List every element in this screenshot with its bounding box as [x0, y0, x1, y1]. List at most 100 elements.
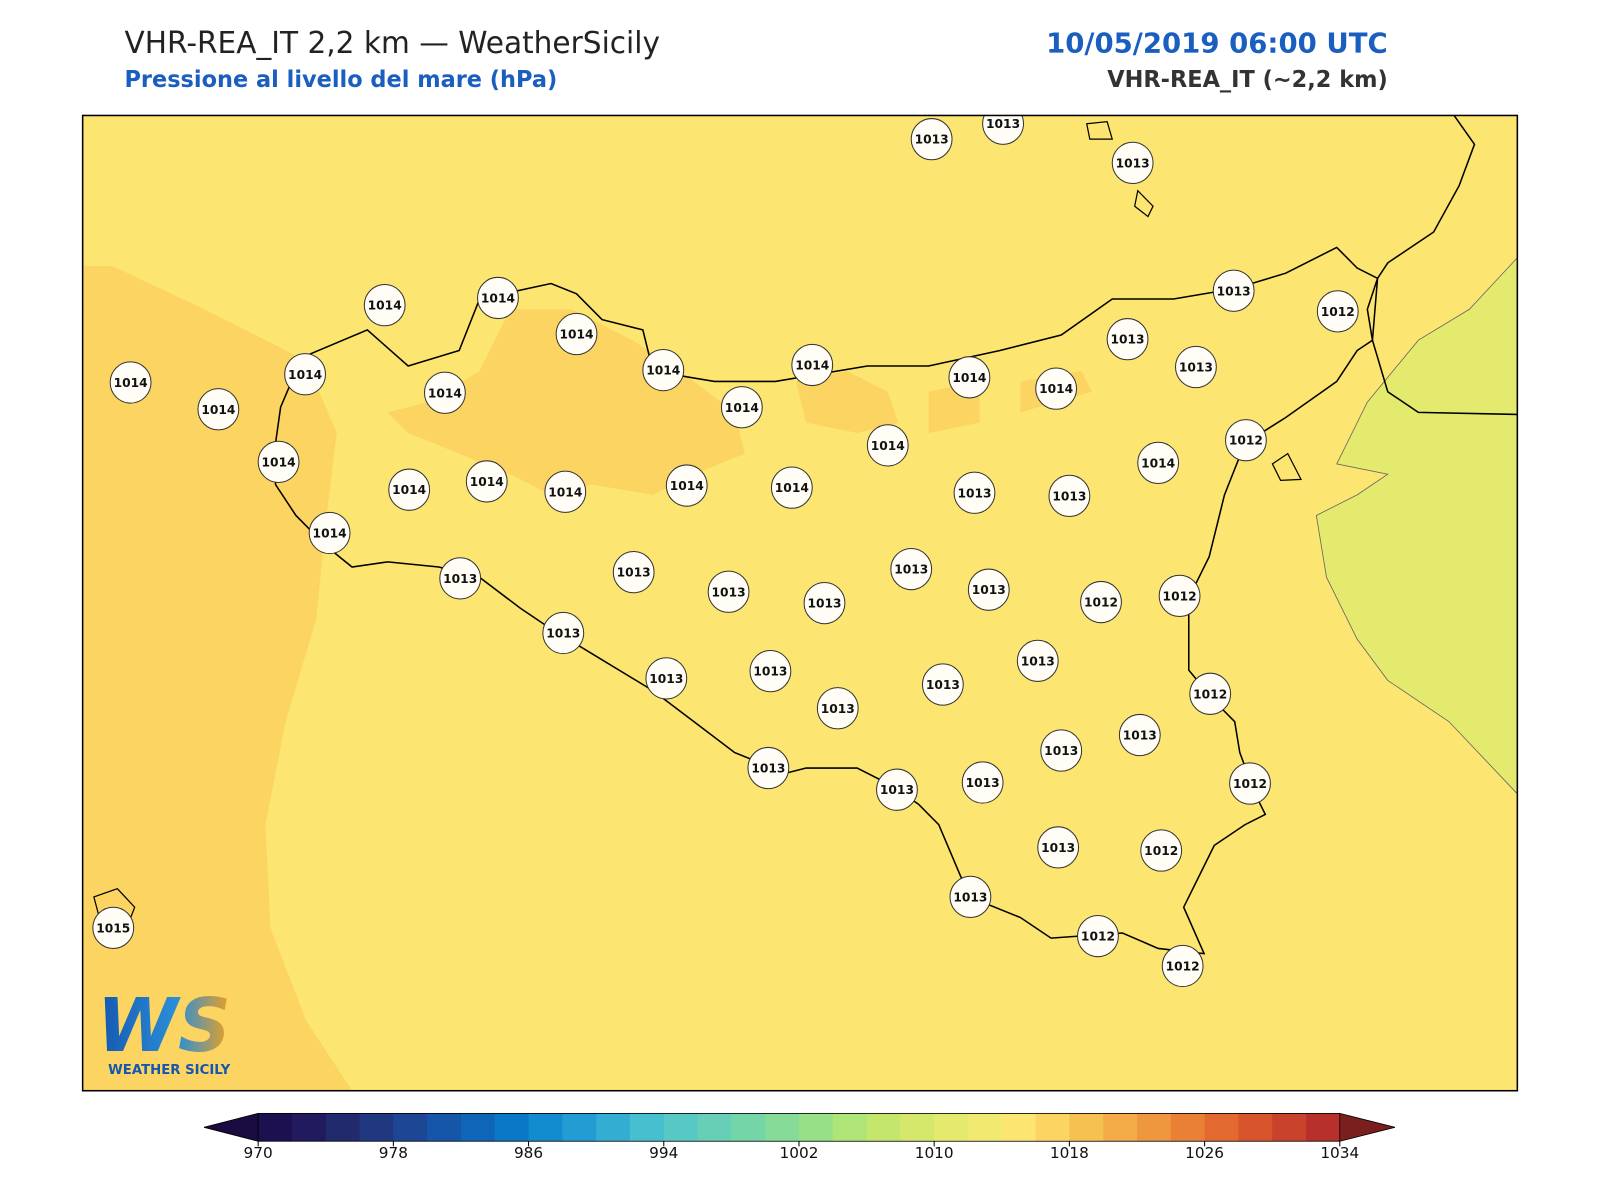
station-marker [92, 906, 135, 949]
colorbar-bin [934, 1113, 969, 1142]
station-value: 1012 [1144, 844, 1178, 858]
station-value: 1014 [646, 364, 680, 378]
station-value: 1013 [546, 626, 580, 640]
station-value: 1013 [1041, 841, 1075, 855]
station: 1012 [1161, 944, 1204, 988]
colorbar-bin [1103, 1113, 1138, 1142]
colorbar-bin [967, 1113, 1003, 1142]
station: 1013 [967, 568, 1010, 611]
station-marker [921, 663, 964, 706]
station-value: 1013 [1111, 333, 1145, 347]
station-marker [1175, 345, 1217, 389]
colorbar-bin [325, 1113, 361, 1142]
station-value: 1013 [1123, 729, 1157, 743]
station: 1014 [257, 440, 300, 483]
station-marker [1080, 580, 1122, 624]
colorbar-bin [427, 1113, 462, 1142]
station: 1014 [791, 343, 834, 387]
logo: WS WEATHER SICILY [97, 983, 231, 1078]
colorbar-bin [1305, 1113, 1341, 1142]
station-marker [876, 768, 918, 811]
station-marker [477, 276, 519, 320]
station-value: 1014 [871, 439, 905, 453]
station-value: 1013 [1052, 489, 1086, 503]
station-marker [197, 388, 240, 431]
station-value: 1014 [952, 371, 986, 385]
station-marker [949, 875, 992, 919]
station: 1013 [816, 687, 859, 730]
station: 1013 [921, 663, 964, 706]
station: 1013 [982, 115, 1024, 145]
station-marker [961, 761, 1004, 804]
colorbar: 970 978 986 994 1002 1010 1018 1026 1034 [203, 1112, 1395, 1162]
station-marker [1016, 639, 1059, 682]
station-marker [1158, 574, 1201, 618]
station: 1013 [803, 581, 846, 625]
station-value: 1014 [114, 376, 148, 390]
station-value: 1014 [1141, 456, 1175, 470]
station-value: 1013 [751, 762, 785, 776]
map-title: VHR-REA_IT 2,2 km — WeatherSicily [124, 26, 660, 61]
colorbar-bin [765, 1113, 800, 1142]
station: 1012 [1189, 672, 1232, 715]
station-value: 1014 [1039, 382, 1073, 396]
pressure-area [1315, 257, 1518, 795]
station-value: 1013 [972, 583, 1006, 597]
station: 1014 [1137, 441, 1180, 485]
station: 1013 [1106, 318, 1149, 361]
station: 1014 [284, 353, 327, 396]
station: 1013 [747, 746, 790, 790]
station: 1013 [910, 118, 953, 161]
colorbar-bin [596, 1113, 631, 1142]
station-marker [910, 118, 953, 161]
station-value: 1014 [795, 358, 829, 372]
station: 1013 [439, 557, 482, 600]
model-label: VHR-REA_IT (~2,2 km) [1107, 67, 1387, 93]
colorbar-bin [1136, 1113, 1172, 1142]
station-value: 1013 [617, 566, 651, 580]
station: 1013 [949, 875, 992, 919]
station-marker [665, 464, 708, 507]
station-value: 1013 [1116, 156, 1150, 170]
colorbar-extension [203, 1112, 259, 1142]
station: 1013 [749, 649, 792, 693]
colorbar-tick-label: 1034 [1320, 1144, 1359, 1162]
station-marker [1035, 367, 1078, 410]
station-marker [109, 361, 152, 404]
station-marker [542, 611, 585, 655]
station-marker [1189, 672, 1232, 715]
station: 1013 [542, 611, 585, 655]
station-marker [866, 424, 909, 467]
station-value: 1013 [880, 783, 914, 797]
station: 1014 [388, 468, 431, 511]
station-marker [284, 353, 327, 396]
station-marker [747, 746, 790, 790]
station: 1013 [1040, 729, 1083, 772]
station-value: 1013 [807, 597, 841, 611]
colorbar-bin [1238, 1113, 1273, 1142]
station-marker [642, 348, 685, 392]
station: 1013 [707, 570, 750, 613]
colorbar-tick-label: 970 [244, 1144, 273, 1162]
station-marker [1161, 944, 1204, 988]
station-value: 1013 [712, 585, 746, 599]
station-value: 1013 [1179, 361, 1213, 375]
station: 1013 [1037, 826, 1080, 869]
colorbar-bin [731, 1113, 766, 1142]
station: 1014 [642, 348, 685, 392]
station: 1013 [890, 547, 933, 591]
station-value: 1014 [392, 483, 426, 497]
colorbar-bin [629, 1113, 665, 1142]
station-marker [1111, 141, 1154, 185]
station-value: 1012 [1229, 434, 1263, 448]
station-value: 1014 [201, 403, 235, 417]
station: 1014 [544, 470, 587, 513]
colorbar-tick-label: 994 [649, 1144, 678, 1162]
colorbar-bin [1069, 1113, 1104, 1142]
station-marker [439, 557, 482, 600]
station: 1014 [109, 361, 152, 404]
station-marker [257, 440, 300, 483]
station-value: 1012 [1081, 930, 1115, 944]
station-value: 1013 [753, 665, 787, 679]
coastline [274, 246, 1379, 955]
